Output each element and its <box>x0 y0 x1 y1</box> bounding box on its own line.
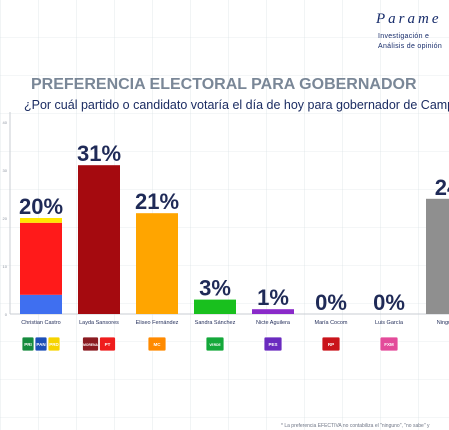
category-label: Luis García <box>375 320 404 326</box>
party-logo-icon: VERDE <box>205 336 225 352</box>
svg-text:PRD: PRD <box>49 342 59 347</box>
value-label: 0% <box>315 290 347 315</box>
y-tick-label: 20 <box>3 216 8 221</box>
svg-text:PES: PES <box>268 342 277 347</box>
svg-text:RP: RP <box>328 342 334 347</box>
party-logo-icon: PT <box>99 336 116 352</box>
category-label: Ninguno <box>437 320 449 326</box>
party-logo-icon: MC <box>147 336 167 352</box>
svg-text:MC: MC <box>154 342 162 347</box>
category-label: Layda Sansores <box>79 320 119 326</box>
value-label: 20% <box>19 194 63 219</box>
value-label: 24 <box>435 175 449 200</box>
value-label: 21% <box>135 189 179 214</box>
footnote: * La preferencia EFECTIVA no contabiliza… <box>281 423 430 429</box>
category-label: Christian Castro <box>21 320 60 326</box>
category-label: Nicte Aguilera <box>256 320 291 326</box>
svg-text:FXM: FXM <box>384 342 394 347</box>
value-label: 0% <box>373 290 405 315</box>
value-label: 3% <box>199 276 231 301</box>
brand-name: Parame <box>376 11 442 27</box>
party-logo-icon: FXM <box>379 336 399 352</box>
svg-text:PRI: PRI <box>24 342 32 347</box>
party-logo-icon: PES <box>263 336 283 352</box>
party-logo-icon: MORENA <box>82 336 99 352</box>
category-label: María Cocom <box>314 320 347 326</box>
category-label: Eliseo Fernández <box>136 320 179 326</box>
y-tick-label: 10 <box>3 264 8 269</box>
bar-segment <box>20 294 62 314</box>
bar <box>426 198 449 314</box>
value-label: 31% <box>77 141 121 166</box>
bar <box>194 299 236 314</box>
party-logo-icon: PRI <box>21 336 35 352</box>
bar-segment <box>20 218 62 223</box>
svg-text:PT: PT <box>105 342 111 347</box>
svg-text:PAN: PAN <box>36 342 45 347</box>
category-label: Sandra Sánchez <box>195 320 236 326</box>
labels-layer: 20% Christian Castro 31% Layda Sansores 21% E… <box>19 141 449 326</box>
svg-text:VERDE: VERDE <box>209 343 221 347</box>
bars-layer <box>20 165 449 314</box>
bar <box>78 165 120 314</box>
brand-tagline-line-2: Análisis de opinión <box>378 43 443 50</box>
svg-text:MORENA: MORENA <box>83 343 98 347</box>
bar <box>136 213 178 314</box>
y-tick-label: 0 <box>5 312 8 317</box>
y-tick-label: 40 <box>3 120 8 125</box>
bar <box>252 309 294 314</box>
party-logo-icon: PAN <box>34 336 48 352</box>
chart-title: PREFERENCIA ELECTORAL PARA GOBERNADOR <box>31 76 417 93</box>
brand-tagline-line-1: Investigación e <box>378 33 430 40</box>
party-logos-layer: PRI PAN PRD MORENA PT MC VERDE PES RP FXM <box>21 336 399 352</box>
bar-segment <box>20 222 62 295</box>
value-label: 1% <box>257 285 289 310</box>
party-logo-icon: RP <box>321 336 341 352</box>
party-logo-icon: PRD <box>47 336 61 352</box>
y-tick-label: 30 <box>3 168 8 173</box>
chart-subtitle: ¿Por cuál partido o candidato votaría el… <box>24 98 449 112</box>
